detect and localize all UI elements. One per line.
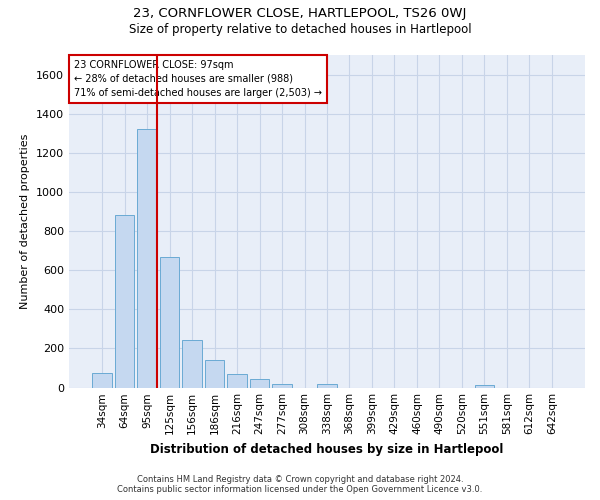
Bar [272,384,292,388]
Text: Size of property relative to detached houses in Hartlepool: Size of property relative to detached ho… [128,22,472,36]
Text: 23 CORNFLOWER CLOSE: 97sqm
← 28% of detached houses are smaller (988)
71% of sem: 23 CORNFLOWER CLOSE: 97sqm ← 28% of deta… [74,60,322,98]
Bar [160,258,179,388]
Text: Contains HM Land Registry data © Crown copyright and database right 2024.: Contains HM Land Registry data © Crown c… [137,475,463,484]
Bar [317,384,337,388]
Bar [227,374,247,388]
X-axis label: Distribution of detached houses by size in Hartlepool: Distribution of detached houses by size … [151,443,503,456]
Text: Contains public sector information licensed under the Open Government Licence v3: Contains public sector information licen… [118,485,482,494]
Bar [182,340,202,388]
Bar [250,378,269,388]
Y-axis label: Number of detached properties: Number of detached properties [20,134,31,309]
Bar [92,373,112,388]
Bar [475,384,494,388]
Bar [205,360,224,388]
Text: 23, CORNFLOWER CLOSE, HARTLEPOOL, TS26 0WJ: 23, CORNFLOWER CLOSE, HARTLEPOOL, TS26 0… [133,8,467,20]
Bar [115,216,134,388]
Bar [137,130,157,388]
